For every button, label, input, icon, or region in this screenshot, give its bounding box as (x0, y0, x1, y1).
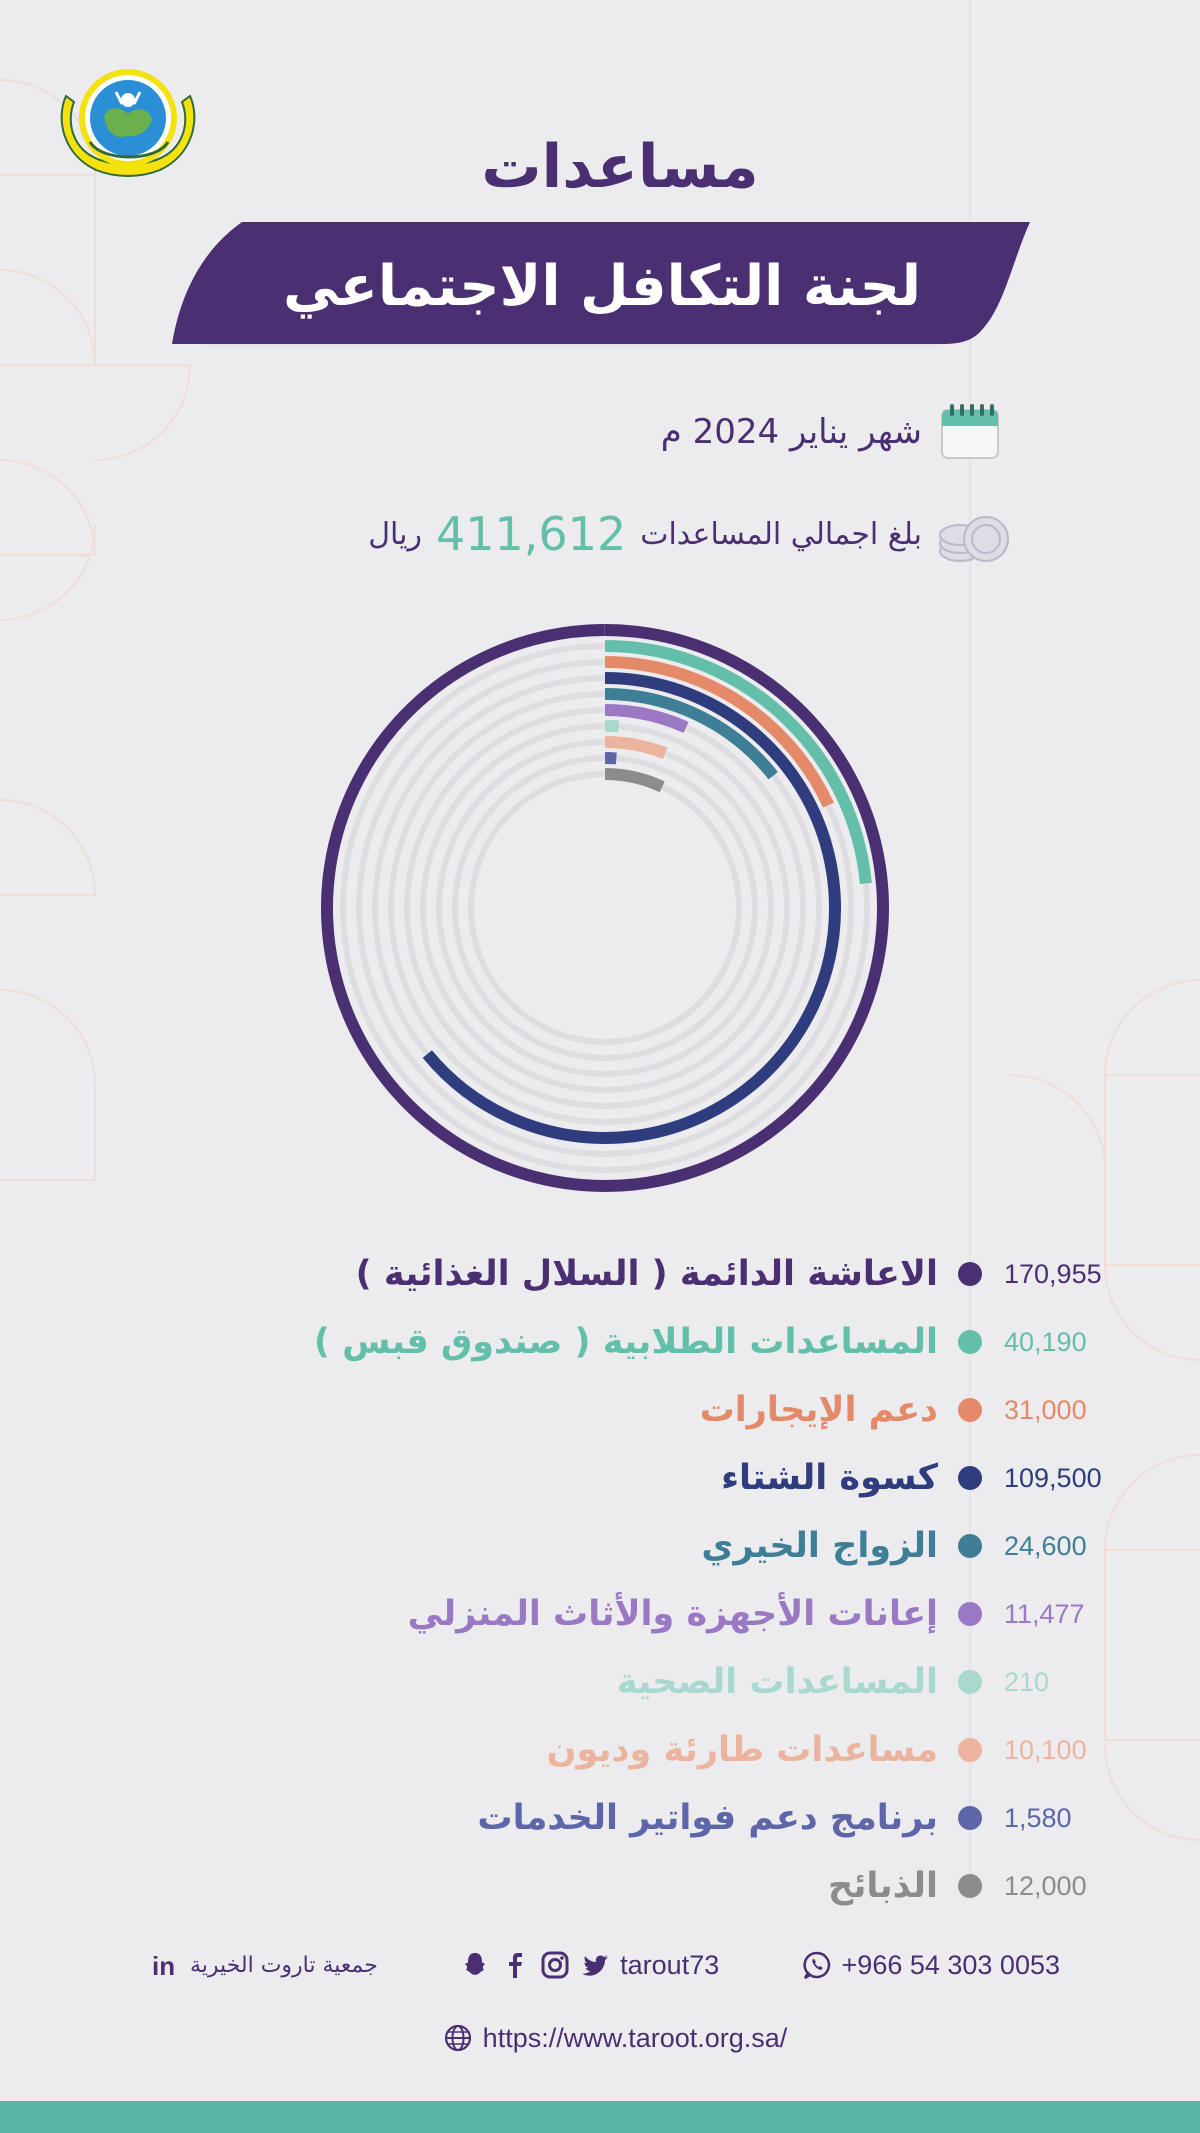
legend-swatch (958, 1738, 982, 1762)
legend-swatch (958, 1806, 982, 1830)
chart-arc (422, 672, 841, 1144)
total-prefix: بلغ اجمالي المساعدات (640, 516, 922, 552)
chart-arc (604, 640, 872, 885)
legend-item: 40,190 المساعدات الطلابية ( صندوق قبس ) (0, 1312, 1200, 1372)
social-handle: tarout73 (620, 1949, 720, 1980)
legend-swatch (958, 1330, 982, 1354)
chart-arc (604, 736, 668, 759)
legend-swatch (958, 1602, 982, 1626)
chart-track (436, 739, 774, 1077)
chart-arc (321, 624, 889, 1192)
twitter-icon[interactable] (580, 1950, 610, 1980)
linkedin-icon[interactable]: in (150, 1950, 180, 1980)
chart-arc (604, 720, 620, 733)
legend-swatch (958, 1670, 982, 1694)
legend-label: كسوة الشتاء (721, 1458, 938, 1498)
title-banner (172, 222, 1030, 350)
legend-label: دعم الإيجارات (699, 1390, 938, 1430)
legend-label: برنامج دعم فواتير الخدمات (477, 1798, 938, 1838)
total-unit: ريال (368, 516, 422, 552)
org-name: جمعية تاروت الخيرية (190, 1952, 378, 1978)
legend-swatch (958, 1262, 982, 1286)
phone-number[interactable]: +966 54 303 0053 (841, 1949, 1060, 1980)
organization-logo (60, 69, 196, 177)
chart-arc (604, 688, 778, 780)
legend-value: 31,000 (1004, 1395, 1087, 1425)
legend-value: 12,000 (1004, 1871, 1087, 1901)
legend-item: 11,477 إعانات الأجهزة والأثاث المنزلي (0, 1584, 1200, 1644)
radial-bar-chart (321, 624, 889, 1192)
footer-bar (0, 2101, 1200, 2133)
legend-label: مساعدات طارئة وديون (546, 1730, 938, 1770)
website-link[interactable]: https://www.taroot.org.sa/ (482, 2022, 788, 2053)
globe-icon (444, 2024, 471, 2052)
snapchat-icon[interactable] (460, 1950, 490, 1980)
legend-item: 109,500 كسوة الشتاء (0, 1448, 1200, 1508)
legend-swatch (958, 1398, 982, 1422)
legend-value: 210 (1004, 1667, 1050, 1697)
legend-value: 11,477 (1004, 1599, 1085, 1629)
legend-label: المساعدات الطلابية ( صندوق قبس ) (313, 1322, 938, 1362)
total-row: بلغ اجمالي المساعدات 411,612 ريال (368, 500, 1010, 568)
facebook-icon[interactable] (500, 1950, 530, 1980)
instagram-icon[interactable] (540, 1950, 570, 1980)
whatsapp-icon[interactable] (802, 1950, 832, 1980)
legend-value: 24,600 (1004, 1531, 1087, 1561)
total-value: 411,612 (435, 507, 627, 561)
legend-item: 31,000 دعم الإيجارات (0, 1380, 1200, 1440)
legend-value: 1,580 (1004, 1803, 1072, 1833)
legend-swatch (958, 1466, 982, 1490)
chart-track (452, 755, 758, 1061)
legend-item: 10,100 مساعدات طارئة وديون (0, 1720, 1200, 1780)
chart-track (420, 723, 790, 1093)
legend-label: الزواج الخيري (701, 1526, 938, 1566)
legend-label: المساعدات الصحية (616, 1662, 938, 1702)
legend-label: الذبائح (827, 1866, 938, 1906)
legend-item: 12,000 الذبائح (0, 1856, 1200, 1916)
contact-row: in جمعية تاروت الخيرية tarout73 +966 54 … (150, 1942, 1060, 1988)
period-row: شهر يناير 2024 م (661, 402, 1000, 462)
legend-value: 170,955 (1004, 1259, 1102, 1289)
legend-item: 170,955 الاعاشة الدائمة ( السلال الغذائية… (0, 1244, 1200, 1304)
chart-arc (604, 656, 834, 808)
chart-arc (604, 768, 665, 793)
legend-swatch (958, 1534, 982, 1558)
legend-value: 40,190 (1004, 1327, 1087, 1357)
legend-label: الاعاشة الدائمة ( السلال الغذائية ) (355, 1254, 938, 1294)
period-label: شهر يناير 2024 م (660, 412, 922, 452)
legend-value: 109,500 (1004, 1463, 1102, 1493)
page-subtitle: لجنة التكافل الاجتماعي (282, 253, 922, 319)
calendar-icon (941, 404, 999, 459)
website-row: https://www.taroot.org.sa/ (0, 2016, 1200, 2060)
chart-arc (604, 704, 689, 733)
legend-swatch (958, 1874, 982, 1898)
legend-item: 210 المساعدات الصحية (0, 1652, 1200, 1712)
legend-item: 1,580 برنامج دعم فواتير الخدمات (0, 1788, 1200, 1848)
chart-track (468, 771, 742, 1045)
coins-icon (939, 516, 1009, 562)
svg-text:in: in (152, 1951, 175, 1980)
page-title: مساعدات (481, 132, 759, 202)
legend-label: إعانات الأجهزة والأثاث المنزلي (407, 1594, 938, 1634)
legend-item: 24,600 الزواج الخيري (0, 1516, 1200, 1576)
legend-value: 10,100 (1004, 1735, 1087, 1765)
